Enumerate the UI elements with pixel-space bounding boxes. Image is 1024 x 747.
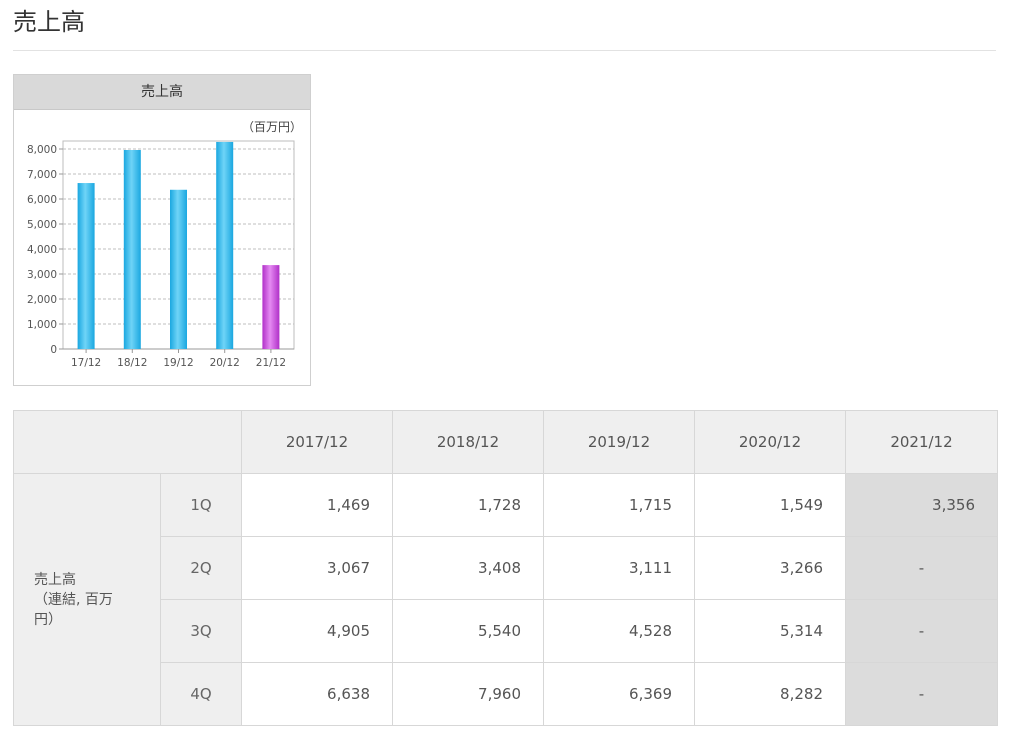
value-cell: 4,905 xyxy=(241,599,393,663)
quarter-label: 4Q xyxy=(160,662,242,726)
value-cell: 1,469 xyxy=(241,473,393,537)
value-cell-latest: - xyxy=(845,536,998,600)
sales-table: 2017/12 2018/12 2019/12 2020/12 2021/12 … xyxy=(13,410,998,726)
table-corner-cell xyxy=(13,410,242,474)
table-row: 3Q 4,905 5,540 4,528 5,314 - xyxy=(14,599,998,663)
value-cell: 3,408 xyxy=(392,536,544,600)
y-tick-label: 6,000 xyxy=(27,194,57,206)
unit-label: （百万円） xyxy=(242,120,302,134)
bar-latest xyxy=(262,265,280,349)
column-header: 2018/12 xyxy=(392,410,544,474)
bar xyxy=(216,141,234,349)
value-cell: 4,528 xyxy=(543,599,695,663)
sales-bar-chart: （百万円） 0 1,000 2,000 3,000 4,000 5,000 6,000 7,00… xyxy=(27,120,302,369)
x-tick-label: 19/12 xyxy=(163,357,193,369)
value-cell: 5,314 xyxy=(694,599,846,663)
value-cell: 3,266 xyxy=(694,536,846,600)
column-header: 2020/12 xyxy=(694,410,846,474)
quarter-label: 2Q xyxy=(160,536,242,600)
page-title: 売上高 xyxy=(13,8,85,36)
value-cell: 8,282 xyxy=(694,662,846,726)
y-tick-label: 3,000 xyxy=(27,269,57,281)
value-cell: 1,715 xyxy=(543,473,695,537)
column-header: 2019/12 xyxy=(543,410,695,474)
title-divider xyxy=(13,50,996,51)
x-tick-label: 20/12 xyxy=(210,357,240,369)
x-tick-label: 21/12 xyxy=(256,357,286,369)
metric-label-line: 円） xyxy=(34,611,62,628)
chart-card-header: 売上高 xyxy=(14,75,310,110)
value-cell: 7,960 xyxy=(392,662,544,726)
y-tick-label: 1,000 xyxy=(27,319,57,331)
metric-label-line: 売上高 xyxy=(34,571,76,588)
value-cell-latest: - xyxy=(845,599,998,663)
quarter-label: 3Q xyxy=(160,599,242,663)
value-cell: 1,728 xyxy=(392,473,544,537)
bar xyxy=(170,189,187,349)
value-cell-latest: 3,356 xyxy=(845,473,998,537)
y-tick-label: 4,000 xyxy=(27,244,57,256)
y-tick-label: 7,000 xyxy=(27,169,57,181)
value-cell: 6,369 xyxy=(543,662,695,726)
metric-label-line: （連結, 百万 xyxy=(34,591,113,608)
x-tick-label: 18/12 xyxy=(117,357,147,369)
x-tick-label: 17/12 xyxy=(71,357,101,369)
sales-chart-card: 売上高 （百万円） 0 1,000 2,000 3,000 4,000 5,000 6,000… xyxy=(13,74,311,386)
y-tick-label: 0 xyxy=(50,344,57,356)
quarter-label: 1Q xyxy=(160,473,242,537)
value-cell: 6,638 xyxy=(241,662,393,726)
y-tick-label: 8,000 xyxy=(27,144,57,156)
bar xyxy=(77,183,95,349)
value-cell: 1,549 xyxy=(694,473,846,537)
column-header: 2017/12 xyxy=(241,410,393,474)
value-cell: 3,067 xyxy=(241,536,393,600)
value-cell: 3,111 xyxy=(543,536,695,600)
metric-label: 売上高 （連結, 百万 円） xyxy=(13,473,161,726)
table-row: 2Q 3,067 3,408 3,111 3,266 - xyxy=(14,536,998,600)
table-row: 4Q 6,638 7,960 6,369 8,282 - xyxy=(14,662,998,726)
column-header: 2021/12 xyxy=(845,410,998,474)
y-tick-label: 5,000 xyxy=(27,219,57,231)
y-tick-label: 2,000 xyxy=(27,294,57,306)
bar xyxy=(123,150,141,349)
table-row: 売上高 （連結, 百万 円） 1Q 1,469 1,728 1,715 1,54… xyxy=(13,473,998,726)
value-cell-latest: - xyxy=(845,662,998,726)
value-cell: 5,540 xyxy=(392,599,544,663)
table-header-row: 2017/12 2018/12 2019/12 2020/12 2021/12 xyxy=(13,410,998,474)
